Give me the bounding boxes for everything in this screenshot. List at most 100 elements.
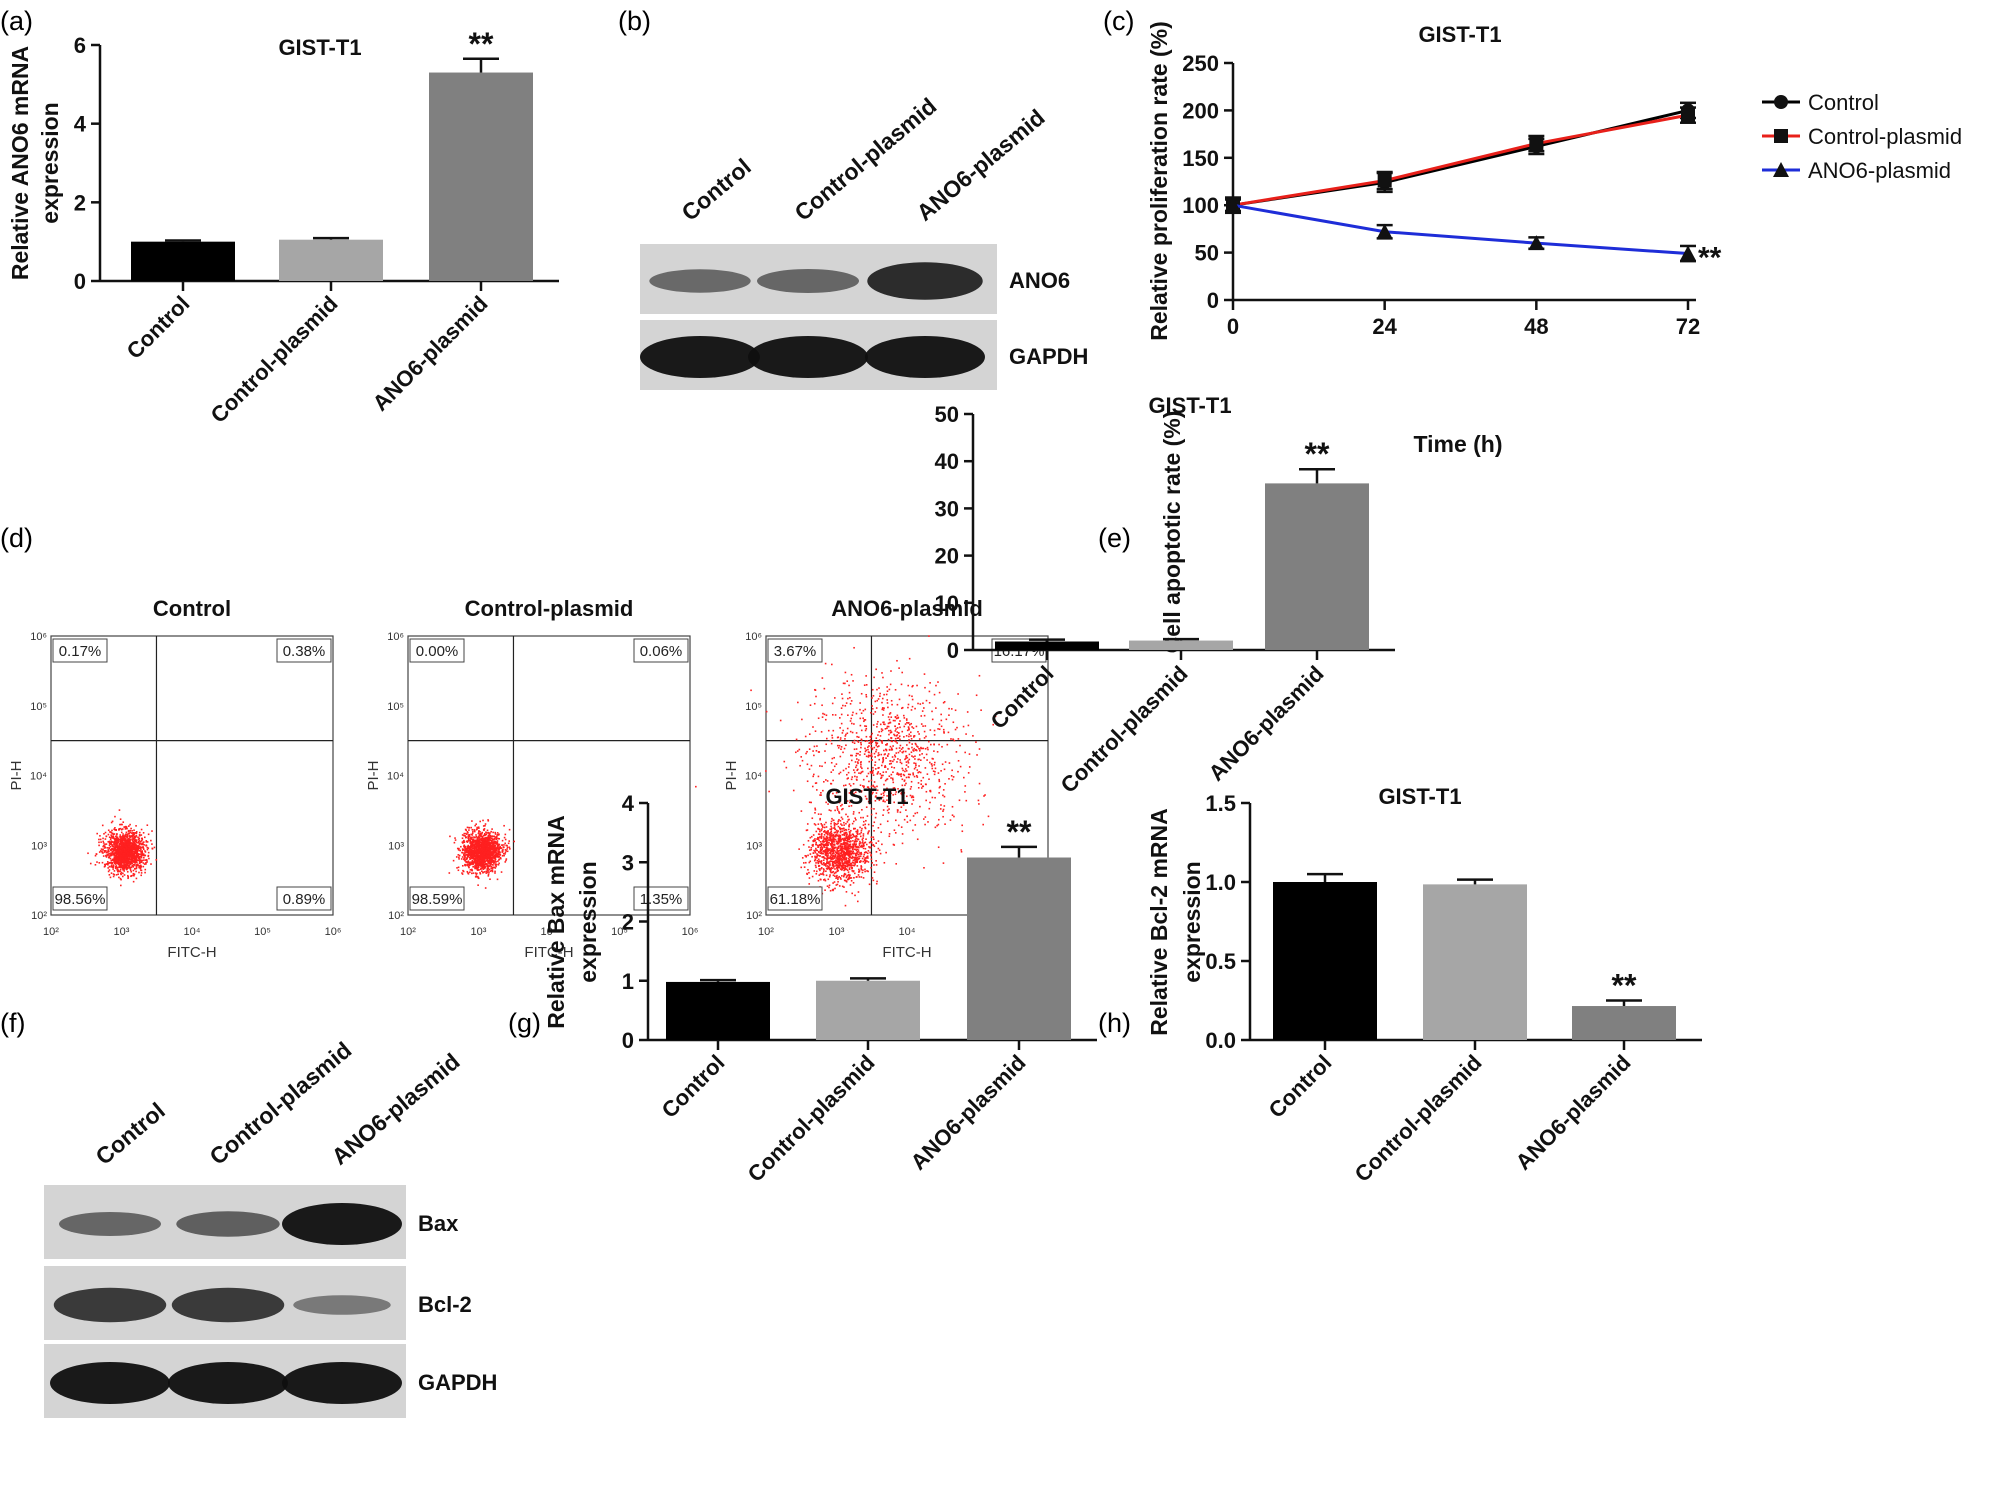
flow-event xyxy=(124,866,127,869)
flow-event xyxy=(130,843,132,845)
flow-event xyxy=(814,851,817,854)
flow-event xyxy=(127,839,129,841)
flow-event xyxy=(105,855,107,857)
flow-event xyxy=(126,836,129,839)
flow-event xyxy=(111,861,114,864)
flow-event xyxy=(831,834,833,837)
flow-event xyxy=(846,839,849,841)
flow-event xyxy=(498,862,500,865)
flow-event xyxy=(910,780,913,783)
flow-event xyxy=(130,842,133,844)
flow-event xyxy=(821,848,823,851)
flow-event xyxy=(851,754,853,757)
flow-event xyxy=(825,832,828,834)
flow-event xyxy=(104,843,106,846)
flow-event xyxy=(856,769,858,772)
flow-event xyxy=(827,861,830,863)
flow-event xyxy=(131,856,134,859)
flow-event xyxy=(116,841,118,844)
flow-event xyxy=(924,783,927,786)
flow-event xyxy=(117,838,120,840)
flow-event xyxy=(839,739,842,741)
flow-event xyxy=(809,860,812,863)
flow-event xyxy=(464,835,467,837)
flow-event xyxy=(875,812,878,815)
flow-event xyxy=(827,729,830,732)
flow-event xyxy=(111,859,114,862)
flow-event xyxy=(463,841,465,844)
flow-event xyxy=(846,836,849,839)
flow-event xyxy=(896,773,898,775)
flow-event xyxy=(473,860,476,862)
bar xyxy=(279,239,383,281)
flow-event xyxy=(815,749,818,752)
flow-event xyxy=(863,851,866,854)
flow-event xyxy=(882,756,885,759)
flow-event xyxy=(139,855,142,858)
marker-square xyxy=(1529,136,1544,151)
flow-event xyxy=(137,859,139,862)
flow-event xyxy=(858,842,861,845)
flow-event xyxy=(132,864,135,866)
flow-event xyxy=(125,856,128,859)
flow-event xyxy=(487,864,489,866)
flow-event xyxy=(130,862,132,864)
flow-event xyxy=(150,839,152,842)
flow-event xyxy=(466,845,469,848)
flow-event xyxy=(114,844,116,846)
flow-event xyxy=(854,788,856,791)
flow-event xyxy=(839,835,842,838)
flow-event xyxy=(491,828,493,830)
flow-event xyxy=(836,736,839,739)
flow-event xyxy=(123,842,126,844)
flow-event xyxy=(903,774,906,777)
flow-event xyxy=(116,839,119,841)
flow-event xyxy=(491,840,493,843)
flow-event xyxy=(136,855,138,858)
flow-event xyxy=(927,748,929,751)
flow-event xyxy=(992,723,995,726)
flow-event xyxy=(128,852,130,854)
flow-event xyxy=(140,834,143,836)
flow-event xyxy=(140,828,143,831)
flow-event xyxy=(479,820,481,823)
flow-event xyxy=(907,760,909,762)
flow-event xyxy=(830,742,833,745)
flow-event xyxy=(138,843,141,846)
flow-event xyxy=(123,854,125,857)
flow-event xyxy=(909,731,912,734)
flow-event xyxy=(125,859,127,862)
flow-event xyxy=(817,827,819,830)
flow-event xyxy=(943,731,945,733)
flow-event xyxy=(127,840,129,843)
flow-event xyxy=(906,744,908,746)
flow-event xyxy=(837,830,840,832)
flow-event xyxy=(925,799,927,802)
flow-event xyxy=(109,831,111,833)
flow-event xyxy=(876,785,878,788)
flow-event xyxy=(845,857,848,859)
flow-event xyxy=(814,864,817,867)
flow-event xyxy=(934,770,936,773)
flow-event xyxy=(111,844,113,846)
flow-event xyxy=(489,856,492,859)
flow-event xyxy=(854,853,857,856)
flow-event xyxy=(135,855,138,858)
flow-event xyxy=(486,868,488,870)
flow-event xyxy=(468,861,471,864)
flow-event xyxy=(823,823,826,826)
flow-event xyxy=(468,829,470,831)
flow-event xyxy=(140,848,142,851)
flow-event xyxy=(500,847,503,849)
flow-event xyxy=(882,676,884,679)
flow-event xyxy=(864,862,866,864)
flow-event xyxy=(829,860,832,863)
flow-event xyxy=(115,855,118,857)
flow-event xyxy=(830,828,833,831)
flow-event xyxy=(841,833,844,836)
flow-event xyxy=(138,860,141,863)
flow-event xyxy=(480,853,482,856)
flow-event xyxy=(895,791,897,793)
flow-event xyxy=(127,843,129,846)
flow-event xyxy=(785,766,788,769)
